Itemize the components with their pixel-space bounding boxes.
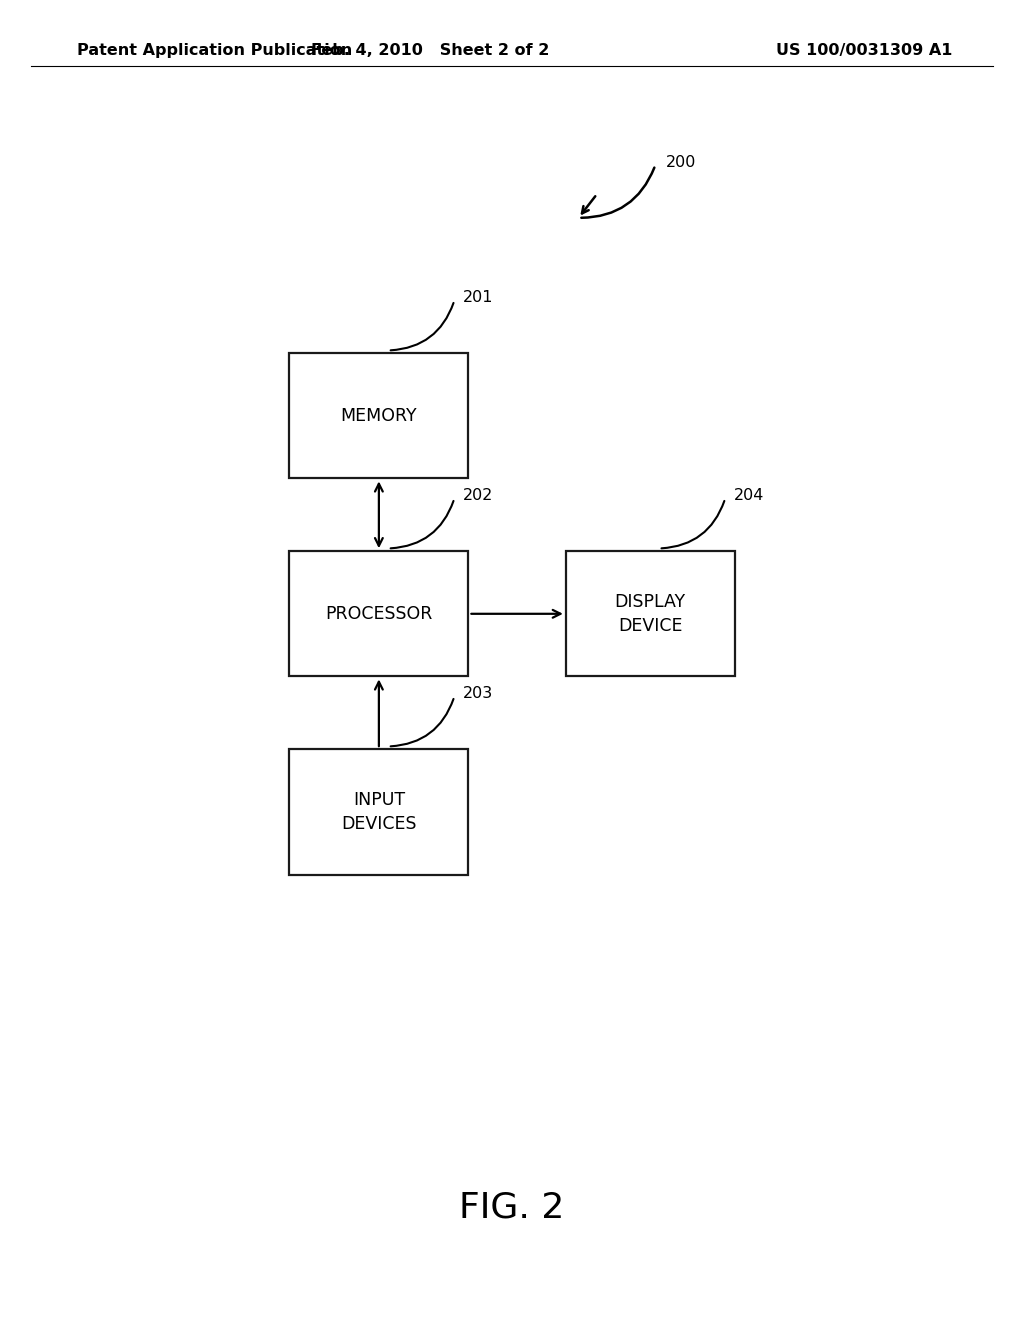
Text: 203: 203 (463, 686, 493, 701)
Text: PROCESSOR: PROCESSOR (326, 605, 432, 623)
Bar (565, 552, 735, 676)
Text: US 100/0031309 A1: US 100/0031309 A1 (776, 42, 952, 58)
Text: Patent Application Publication: Patent Application Publication (77, 42, 352, 58)
Text: Feb. 4, 2010   Sheet 2 of 2: Feb. 4, 2010 Sheet 2 of 2 (311, 42, 549, 58)
Text: 201: 201 (463, 290, 494, 305)
Bar (289, 552, 468, 676)
Text: INPUT
DEVICES: INPUT DEVICES (341, 791, 417, 833)
Text: 204: 204 (733, 488, 764, 503)
Text: MEMORY: MEMORY (341, 407, 417, 425)
Text: DISPLAY
DEVICE: DISPLAY DEVICE (614, 593, 686, 635)
Text: FIG. 2: FIG. 2 (460, 1191, 564, 1225)
Bar (289, 352, 468, 478)
Bar (289, 750, 468, 874)
Text: 202: 202 (463, 488, 493, 503)
Text: 200: 200 (666, 154, 696, 170)
